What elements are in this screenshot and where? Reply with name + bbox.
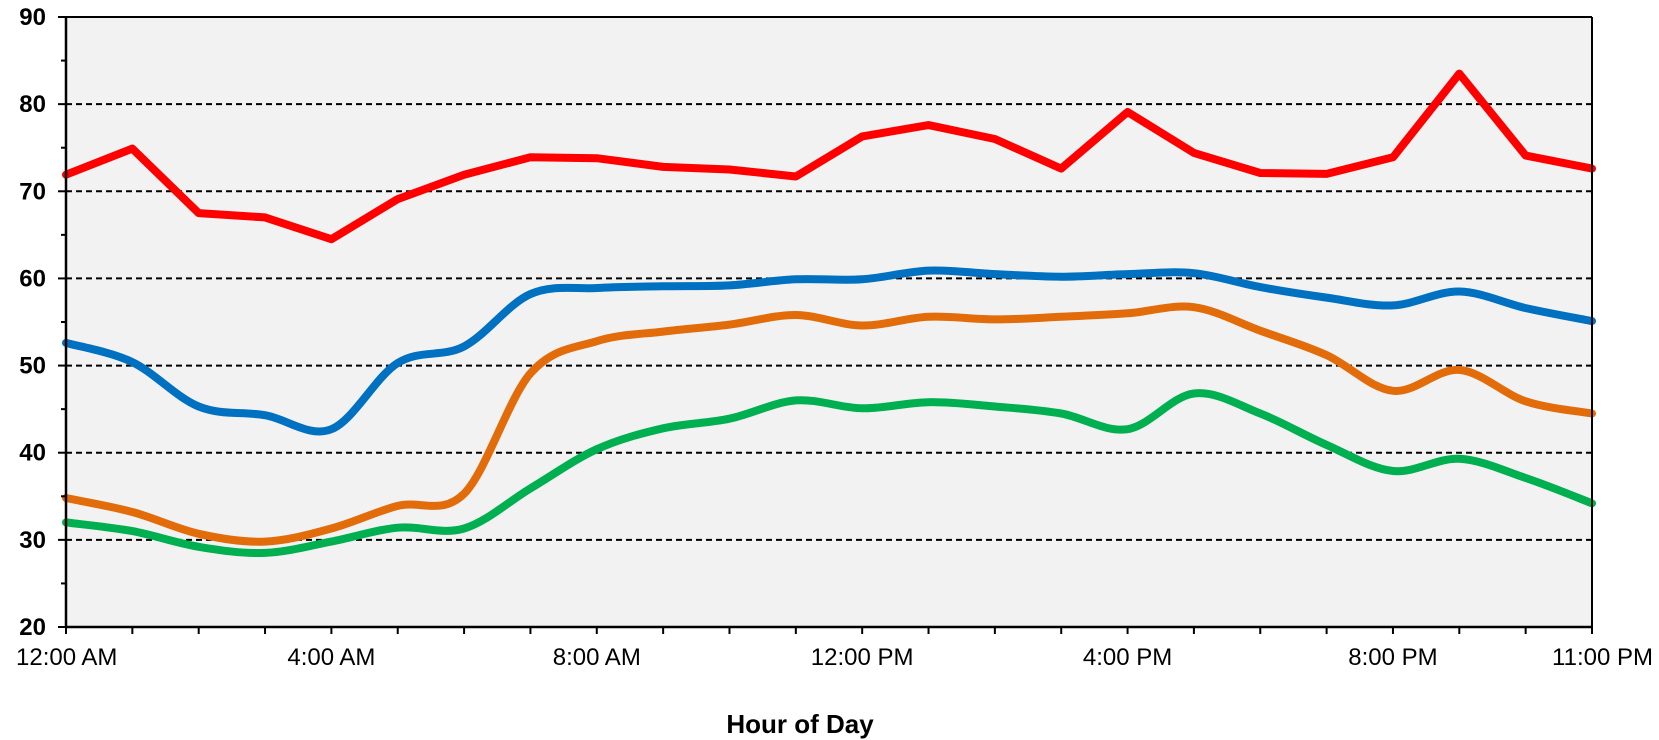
series-line-1: [62, 69, 1596, 244]
x-tick-label-5: 8:00 PM: [1348, 644, 1437, 671]
x-tick-label-3: 12:00 PM: [811, 644, 914, 671]
y-tick-labels: 20 30 40 50 60 70 80 90: [19, 4, 46, 641]
x-tick-label-1: 4:00 AM: [287, 644, 375, 671]
x-tick-label-2: 8:00 AM: [553, 644, 641, 671]
x-tick-labels: 12:00 AM 4:00 AM 8:00 AM 12:00 PM 4:00 PM 8:0…: [16, 644, 1653, 671]
series-line-3: [62, 302, 1596, 546]
series-line-4: [62, 389, 1596, 558]
y-tick-label-80: 80: [19, 91, 46, 118]
x-tick-label-4: 4:00 PM: [1083, 644, 1172, 671]
x-tick-label-0: 12:00 AM: [16, 644, 117, 671]
y-tick-label-60: 60: [19, 265, 46, 292]
y-tick-label-70: 70: [19, 178, 46, 205]
y-tick-label-20: 20: [19, 614, 46, 641]
y-tick-label-30: 30: [19, 527, 46, 554]
series-line-2: [62, 266, 1596, 436]
x-axis-title: Hour of Day: [726, 709, 874, 739]
y-tick-label-40: 40: [19, 440, 46, 467]
series-layer: [62, 69, 1596, 558]
x-tick-label-6: 11:00 PM: [1552, 644, 1653, 671]
y-tick-label-90: 90: [19, 4, 46, 31]
y-tick-label-50: 50: [19, 353, 46, 380]
axes: [58, 16, 1593, 634]
